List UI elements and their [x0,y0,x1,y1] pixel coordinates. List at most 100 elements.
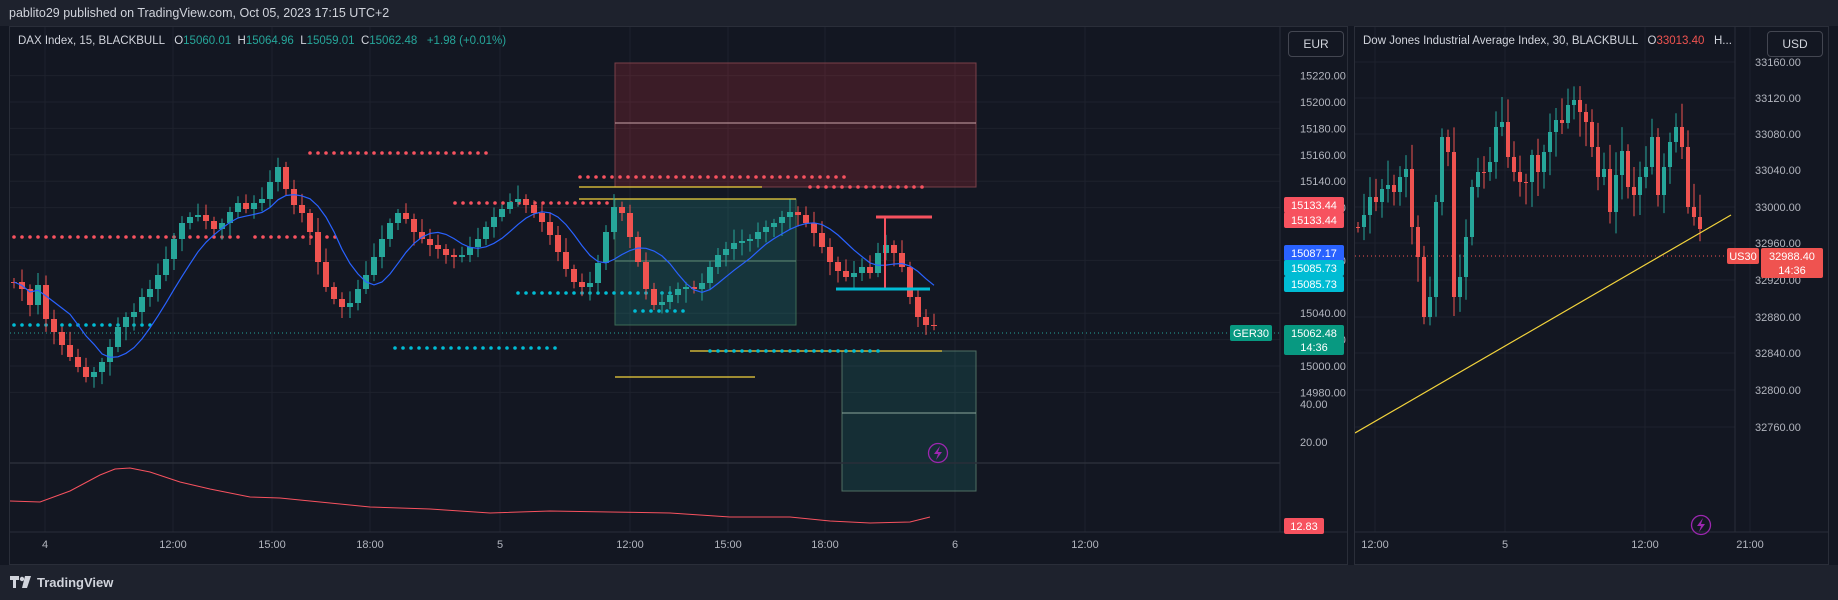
level-dot [573,201,577,205]
level-dot [348,151,352,155]
time-tick: 4 [42,539,48,551]
level-dot [425,346,429,350]
level-dot [100,323,104,327]
level-dot [812,349,816,353]
candle-body [443,249,449,255]
time-tick: 18:00 [811,539,839,551]
level-dot [420,151,424,155]
lightning-icon[interactable] [927,442,949,464]
candle-body [1572,100,1576,105]
currency-button[interactable]: USD [1767,31,1823,57]
candle-body [907,267,913,297]
level-dot [12,323,16,327]
time-axis[interactable]: 4 12:00 15:00 18:00 5 12:00 15:00 18:00 6 12:00 [42,539,1099,551]
level-dot [261,235,265,239]
candle-body [1698,217,1702,229]
level-dot [604,291,608,295]
candle-body [1692,207,1696,217]
candle-body [707,267,713,283]
level-dot [116,235,120,239]
candle-body [1482,172,1486,173]
level-dot [724,349,728,353]
candle-body [779,217,785,223]
candle-body [267,182,273,199]
candle-body [715,255,721,267]
level-dot [372,151,376,155]
tradingview-logo-icon [10,576,31,588]
candle-body [435,245,441,249]
price-label-box [1284,245,1344,261]
candle-body [587,283,593,287]
level-dot [84,235,88,239]
level-dot [52,235,56,239]
level-dot [253,235,257,239]
candle-body [1374,197,1378,202]
level-dot [553,346,557,350]
candle-body [595,263,601,283]
level-dot [401,346,405,350]
level-dot [436,151,440,155]
lightning-icon[interactable] [1690,514,1712,536]
dax-legend: DAX Index, 15, BLACKBULL O15060.01 H1506… [18,35,506,47]
candle-body [51,319,57,332]
candle-body [1392,185,1396,192]
level-dot [340,151,344,155]
level-dot [888,185,892,189]
countdown: 14:36 [1300,342,1328,354]
currency-button[interactable]: EUR [1288,31,1344,57]
ohlc-low: 15059.01 [306,35,355,47]
level-dot [60,235,64,239]
candle-body [1614,175,1618,212]
level-dot [714,175,718,179]
time-tick: 5 [497,539,503,551]
level-dot [521,346,525,350]
ohlc-h-label: H [237,35,246,47]
time-tick: 12:00 [159,539,187,551]
dax-chart-panel[interactable]: 15220.00 15200.00 15180.00 15160.00 15140.00… [9,26,1348,565]
level-dot [848,185,852,189]
level-dot [852,349,856,353]
level-dot [730,175,734,179]
tradingview-logo[interactable]: TradingView [10,575,113,590]
dax-chart-canvas[interactable]: 15220.00 15200.00 15180.00 15160.00 15140.00… [10,27,1348,565]
dow-chart-canvas[interactable]: 33160.00 33120.00 33080.00 33040.00 33000.00… [1355,27,1829,565]
candle-body [147,289,153,297]
level-dot [665,309,669,313]
time-tick: 12:00 [1361,539,1389,551]
candle-body [83,367,89,377]
level-dot [880,185,884,189]
level-dot [842,175,846,179]
level-dot [473,346,477,350]
level-dot [433,346,437,350]
candle-body [419,232,425,239]
level-dot [804,349,808,353]
candle-body [323,262,329,287]
level-dot [840,185,844,189]
level-dot [529,346,533,350]
level-dot [754,175,758,179]
candle-body [283,167,289,189]
price-label-text: 15133.44 [1291,215,1337,227]
dow-chart-panel[interactable]: 33160.00 33120.00 33080.00 33040.00 33000.00… [1354,26,1829,565]
rsi-tick: 40.00 [1300,399,1328,411]
candle-body [1542,152,1546,172]
candle-body [67,345,73,357]
level-dot [461,201,465,205]
price-tick: 32880.00 [1755,312,1801,324]
level-dot [634,175,638,179]
candle-body [491,217,497,227]
level-dot [818,175,822,179]
candle-body [899,253,905,267]
price-tick: 32800.00 [1755,385,1801,397]
candle-body [219,223,225,229]
publisher-bar: pablito29 published on TradingView.com, … [0,0,1838,26]
price-label-box [1284,260,1344,276]
level-dot [794,175,798,179]
level-dot [682,175,686,179]
time-axis[interactable]: 12:00 5 12:00 21:00 [1361,539,1764,551]
buy-zone-box [614,198,797,326]
level-dot [628,291,632,295]
price-axis[interactable]: 33160.00 33120.00 33080.00 33040.00 33000.00… [1755,57,1801,434]
level-dot [832,185,836,189]
level-dot [673,309,677,313]
